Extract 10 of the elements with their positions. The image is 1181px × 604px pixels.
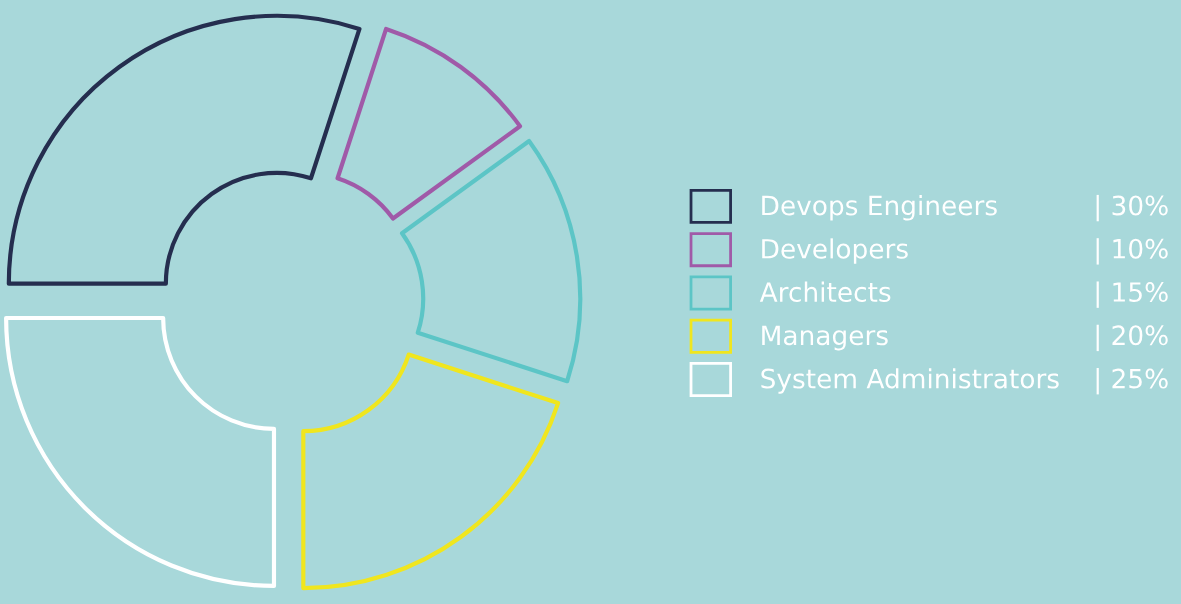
data-label: | 15% — [1096, 281, 1168, 308]
data-label: | 20% — [1096, 324, 1168, 352]
legend-label: Developers — [762, 238, 908, 264]
legend-label: System Administrators — [761, 368, 1059, 394]
data-label: | 30% — [1096, 194, 1168, 222]
legend-label: Managers — [762, 325, 888, 351]
legend-label: Devops Engineers — [762, 195, 997, 221]
data-label: | 25% — [1096, 368, 1168, 395]
legend-label: Architects — [759, 281, 891, 303]
data-label: | 10% — [1096, 238, 1168, 265]
